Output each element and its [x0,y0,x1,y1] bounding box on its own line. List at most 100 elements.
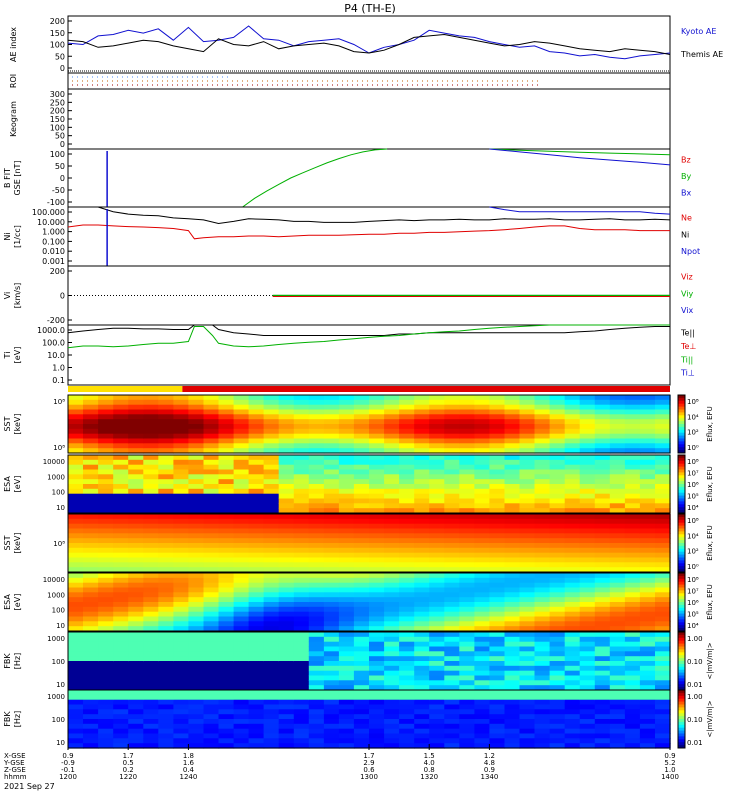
spec-cell [625,651,641,656]
spec-cell [444,439,460,444]
colorbar-cell [678,520,685,523]
spec-cell [219,719,235,724]
spec-cell [655,738,671,743]
spec-cell [535,709,551,714]
spec-cell [83,553,99,558]
spec-cell [143,647,159,652]
spec-cell [384,690,400,695]
spec-cell [188,538,204,543]
spec-cell [83,612,99,617]
spec-cell [173,503,189,508]
spec-cell [520,424,536,429]
spec-cell [444,734,460,739]
spec-cell [655,414,671,419]
spec-cell [595,671,611,676]
colorbar-tick-sst_elec: 10⁰ [687,563,699,571]
spec-cell [535,597,551,602]
spec-cell [474,484,490,489]
spec-cell [294,519,310,524]
spec-cell [143,434,159,439]
spec-cell [595,695,611,700]
spec-cell [249,429,265,434]
spec-cell [369,680,385,685]
spec-cell [429,419,445,424]
colorbar-cell [678,424,685,427]
spec-cell [264,529,280,534]
spec-cell [158,612,174,617]
spec-cell [474,588,490,593]
spec-cell [98,592,114,597]
spec-cell [279,494,295,499]
spec-cell [173,642,189,647]
spec-cell [234,474,250,479]
spec-cell [444,661,460,666]
spec-cell [264,405,280,410]
spec-cell [399,705,415,710]
spec-cell [429,443,445,448]
spec-cell [219,597,235,602]
spec-cell [98,465,114,470]
spec-cell [113,612,129,617]
spec-cell [550,690,566,695]
spec-cell [204,410,220,415]
spec-cell [655,637,671,642]
spec-cell [98,583,114,588]
spec-cell [264,414,280,419]
spec-cell [625,578,641,583]
spec-cell [339,656,355,661]
spec-cell [294,460,310,465]
spec-cell [188,573,204,578]
spec-cell [640,602,656,607]
spec-cell [143,474,159,479]
spec-cell [264,690,280,695]
spec-cell [610,558,626,563]
spec-cell [429,632,445,637]
spec-cell [595,548,611,553]
spec-cell [294,524,310,529]
spec-cell [625,429,641,434]
ylabel-vi: Vi [3,292,12,300]
spec-cell [474,455,490,460]
spec-cell [399,602,415,607]
spec-cell [550,709,566,714]
spec-cell [610,597,626,602]
spec-cell [173,738,189,743]
spec-cell [655,489,671,494]
ysublabel-vi: [km/s] [13,283,22,309]
spec-cell [459,602,475,607]
spec-cell [565,724,581,729]
spec-cell [83,474,99,479]
spec-cell [640,637,656,642]
spec-cell [83,607,99,612]
spec-cell [339,548,355,553]
spec-cell [219,602,235,607]
spec-cell [580,424,596,429]
spec-cell [219,465,235,470]
spec-cell [68,690,84,695]
spec-cell [279,424,295,429]
spec-cell [264,621,280,626]
spec-cell [68,602,84,607]
spec-cell [565,538,581,543]
spec-cell [158,642,174,647]
spec-cell [610,503,626,508]
spec-cell [249,661,265,666]
colorbar-tick-esa_ion: 10⁴ [687,504,699,512]
spec-cell [204,676,220,681]
spec-cell [158,499,174,504]
spec-cell [83,460,99,465]
spec-cell [158,474,174,479]
spec-cell [520,562,536,567]
spec-cell [625,621,641,626]
spec-cell [249,499,265,504]
colorbar-cell [678,529,685,532]
spec-cell [384,484,400,489]
spec-cell [595,460,611,465]
spec-cell [384,434,400,439]
spec-cell [173,479,189,484]
colorbar-cell [678,543,685,546]
spec-cell [414,410,430,415]
spec-cell [625,548,641,553]
spec-cell [309,455,325,460]
spec-cell [520,474,536,479]
